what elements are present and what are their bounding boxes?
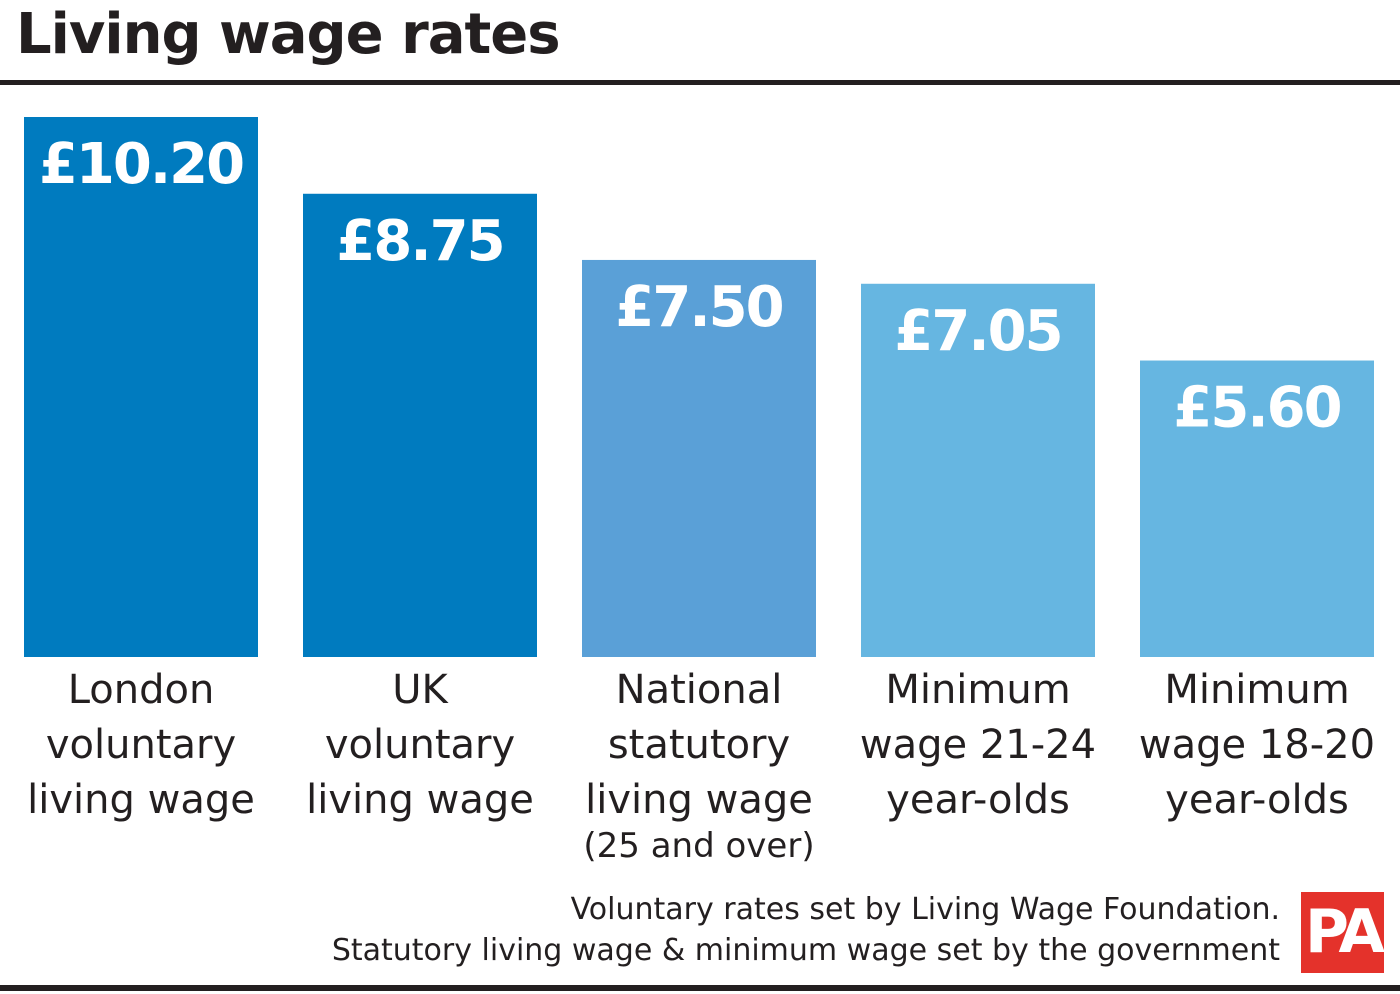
pa-logo: PA [1301,892,1385,973]
bottom-rule [0,985,1400,991]
category-label-4-line-2: wage 21-24 [860,722,1096,768]
bar-5 [1140,360,1374,657]
bar-value-label-2: £8.75 [336,209,503,274]
category-label-5-line-2: wage 18-20 [1139,722,1375,768]
category-label-5-line-1: Minimum [1164,667,1349,713]
footnote-line-1: Voluntary rates set by Living Wage Found… [570,892,1280,927]
category-label-2-line-3: living wage [306,777,534,823]
category-sublabel-3: (25 and over) [583,826,814,866]
category-label-4-line-3: year-olds [886,777,1070,823]
bar-value-label-1: £10.20 [39,132,243,197]
bar-2 [303,193,537,657]
category-label-3-line-2: statutory [608,722,790,768]
chart-title: Living wage rates [16,2,561,67]
bar-value-label-4: £7.05 [894,299,1061,364]
bar-value-label-3: £7.50 [615,275,782,340]
category-label-1-line-3: living wage [27,777,255,823]
bar-value-label-5: £5.60 [1173,376,1340,441]
category-label-2-line-1: UK [392,667,449,713]
category-label-4-line-1: Minimum [885,667,1070,713]
footnote-line-2: Statutory living wage & minimum wage set… [331,933,1280,968]
category-label-2-line-2: voluntary [325,722,515,768]
bar-3 [582,259,816,657]
bar-chart: £10.20 London voluntary living wage £8.75 UK v… [24,117,1375,866]
bar-1 [24,117,258,657]
category-label-3-line-1: National [616,667,783,713]
category-label-1-line-2: voluntary [46,722,236,768]
bar-4 [861,283,1095,657]
category-label-1-line-1: London [68,667,215,713]
category-label-3-line-3: living wage [585,777,813,823]
top-rule [0,80,1400,85]
category-label-5-line-3: year-olds [1165,777,1349,823]
